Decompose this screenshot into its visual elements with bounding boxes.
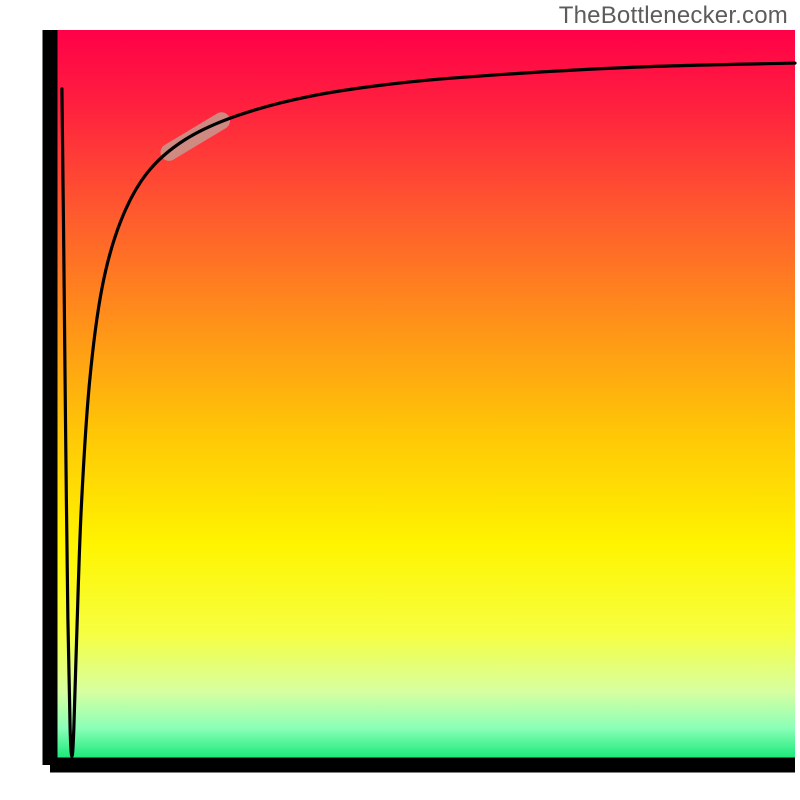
bottleneck-chart: [0, 0, 800, 800]
watermark-text: TheBottlenecker.com: [559, 2, 788, 30]
chart-root: TheBottlenecker.com: [0, 0, 800, 800]
plot-background: [50, 30, 795, 765]
